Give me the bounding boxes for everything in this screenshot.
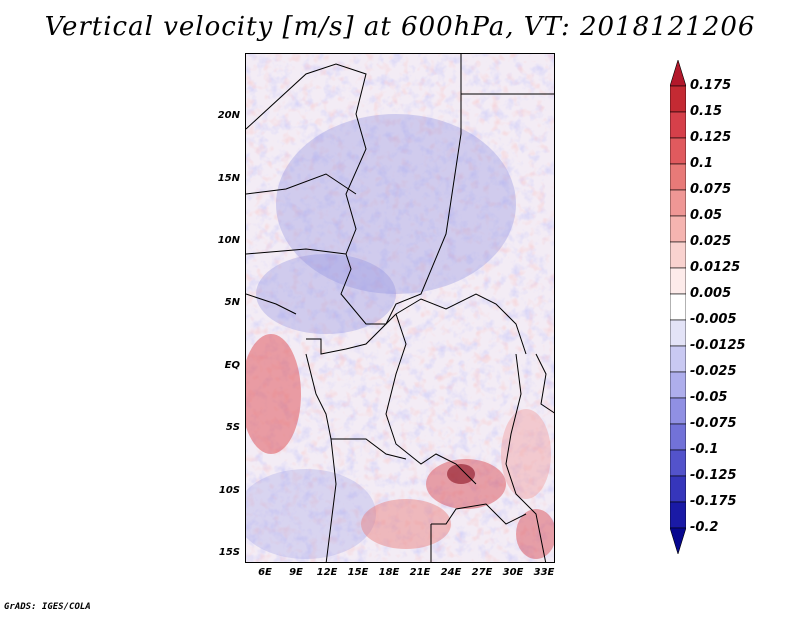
colorbar-label: -0.05 [690,390,728,405]
lon-tick-18e: 18E [378,567,400,578]
colorbar-label: -0.005 [690,312,737,327]
colorbar-label: 0.05 [690,208,723,223]
lon-tick-6e: 6E [258,567,272,578]
map-plot-area [245,53,555,563]
colorbar-segment [670,423,686,451]
grads-credit: GrADS: IGES/COLA [4,602,91,612]
colorbar-segment [670,501,686,529]
colorbar [670,60,686,554]
lat-tick-15s: 15S [218,547,240,558]
colorbar-segment [670,111,686,139]
colorbar-label: -0.1 [690,442,719,457]
colorbar-segment [670,397,686,425]
colorbar-segment [670,475,686,503]
lat-tick-5n: 5N [224,297,240,308]
colorbar-label: 0.175 [690,78,732,93]
colorbar-label: 0.005 [690,286,732,301]
lon-tick-27e: 27E [471,567,493,578]
colorbar-segment [670,241,686,269]
colorbar-label: -0.025 [690,364,737,379]
lat-tick-20n: 20N [217,110,240,121]
colorbar-label: -0.0125 [690,338,746,353]
colorbar-segment [670,137,686,165]
lat-tick-15n: 15N [217,173,240,184]
lon-tick-24e: 24E [440,567,462,578]
colorbar-segment [670,293,686,321]
velocity-field-map [246,54,554,562]
lon-tick-21e: 21E [409,567,431,578]
colorbar-label: 0.15 [690,104,723,119]
colorbar-label: -0.075 [690,416,737,431]
colorbar-segment [670,189,686,217]
lon-tick-33e: 33E [533,567,555,578]
colorbar-cap-top [670,60,686,87]
colorbar-label: -0.2 [690,520,719,535]
colorbar-label: 0.125 [690,130,732,145]
lat-tick-5s: 5S [225,422,240,433]
colorbar-segment [670,85,686,113]
colorbar-segment [670,319,686,347]
colorbar-label: 0.0125 [690,260,741,275]
colorbar-cap-bottom [670,527,686,554]
lon-tick-12e: 12E [316,567,338,578]
map-title: Vertical velocity [m/s] at 600hPa, VT: 2… [44,12,756,42]
colorbar-label: -0.175 [690,494,737,509]
lat-tick-10s: 10S [218,485,240,496]
colorbar-label: 0.075 [690,182,732,197]
colorbar-segment [670,371,686,399]
colorbar-label: -0.125 [690,468,737,483]
colorbar-label: 0.1 [690,156,714,171]
lat-tick-10n: 10N [217,235,240,246]
colorbar-segment [670,267,686,295]
lon-tick-15e: 15E [347,567,369,578]
colorbar-segment [670,215,686,243]
colorbar-label: 0.025 [690,234,732,249]
colorbar-segment [670,163,686,191]
lon-tick-30e: 30E [502,567,524,578]
colorbar-segment [670,345,686,373]
lon-tick-9e: 9E [289,567,303,578]
colorbar-segment [670,449,686,477]
lat-tick-eq: EQ [224,360,240,371]
